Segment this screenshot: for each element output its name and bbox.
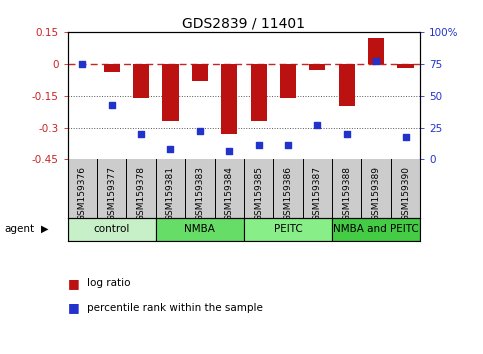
Text: percentile rank within the sample: percentile rank within the sample: [87, 303, 263, 313]
Bar: [398, 64, 413, 68]
Text: control: control: [94, 224, 130, 234]
Point: [196, 129, 204, 134]
Point: [255, 143, 262, 148]
Bar: [339, 64, 355, 106]
Bar: [68, 217, 156, 241]
Point: [284, 143, 292, 148]
Point: [402, 134, 410, 139]
Text: GSM159384: GSM159384: [225, 166, 234, 221]
Text: GSM159377: GSM159377: [107, 166, 116, 222]
Text: GSM159387: GSM159387: [313, 166, 322, 222]
Bar: [133, 64, 149, 98]
Point: [313, 122, 321, 128]
Text: log ratio: log ratio: [87, 278, 130, 288]
Text: GSM159385: GSM159385: [254, 166, 263, 222]
Text: GSM159386: GSM159386: [284, 166, 293, 222]
Bar: [162, 64, 179, 121]
Point: [343, 131, 351, 137]
Point: [167, 147, 174, 152]
Bar: [280, 64, 296, 98]
Bar: [309, 64, 326, 70]
Bar: [156, 217, 244, 241]
Point: [372, 58, 380, 64]
Bar: [104, 64, 120, 72]
Point: [137, 131, 145, 137]
Text: PEITC: PEITC: [273, 224, 302, 234]
Bar: [192, 64, 208, 81]
Point: [78, 61, 86, 67]
Text: GSM159388: GSM159388: [342, 166, 351, 222]
Text: GSM159389: GSM159389: [371, 166, 381, 222]
Text: GSM159390: GSM159390: [401, 166, 410, 222]
Text: ■: ■: [68, 302, 79, 314]
Text: NMBA and PEITC: NMBA and PEITC: [333, 224, 419, 234]
Text: agent: agent: [5, 224, 35, 234]
Text: GSM159378: GSM159378: [137, 166, 145, 222]
Text: GSM159376: GSM159376: [78, 166, 87, 222]
Title: GDS2839 / 11401: GDS2839 / 11401: [183, 17, 305, 31]
Bar: [221, 64, 237, 134]
Bar: [244, 217, 332, 241]
Text: GSM159381: GSM159381: [166, 166, 175, 222]
Bar: [332, 217, 420, 241]
Text: ■: ■: [68, 277, 79, 290]
Text: ▶: ▶: [41, 224, 49, 234]
Bar: [368, 38, 384, 64]
Point: [108, 102, 115, 108]
Text: NMBA: NMBA: [185, 224, 215, 234]
Bar: [251, 64, 267, 121]
Text: GSM159383: GSM159383: [195, 166, 204, 222]
Point: [226, 148, 233, 153]
